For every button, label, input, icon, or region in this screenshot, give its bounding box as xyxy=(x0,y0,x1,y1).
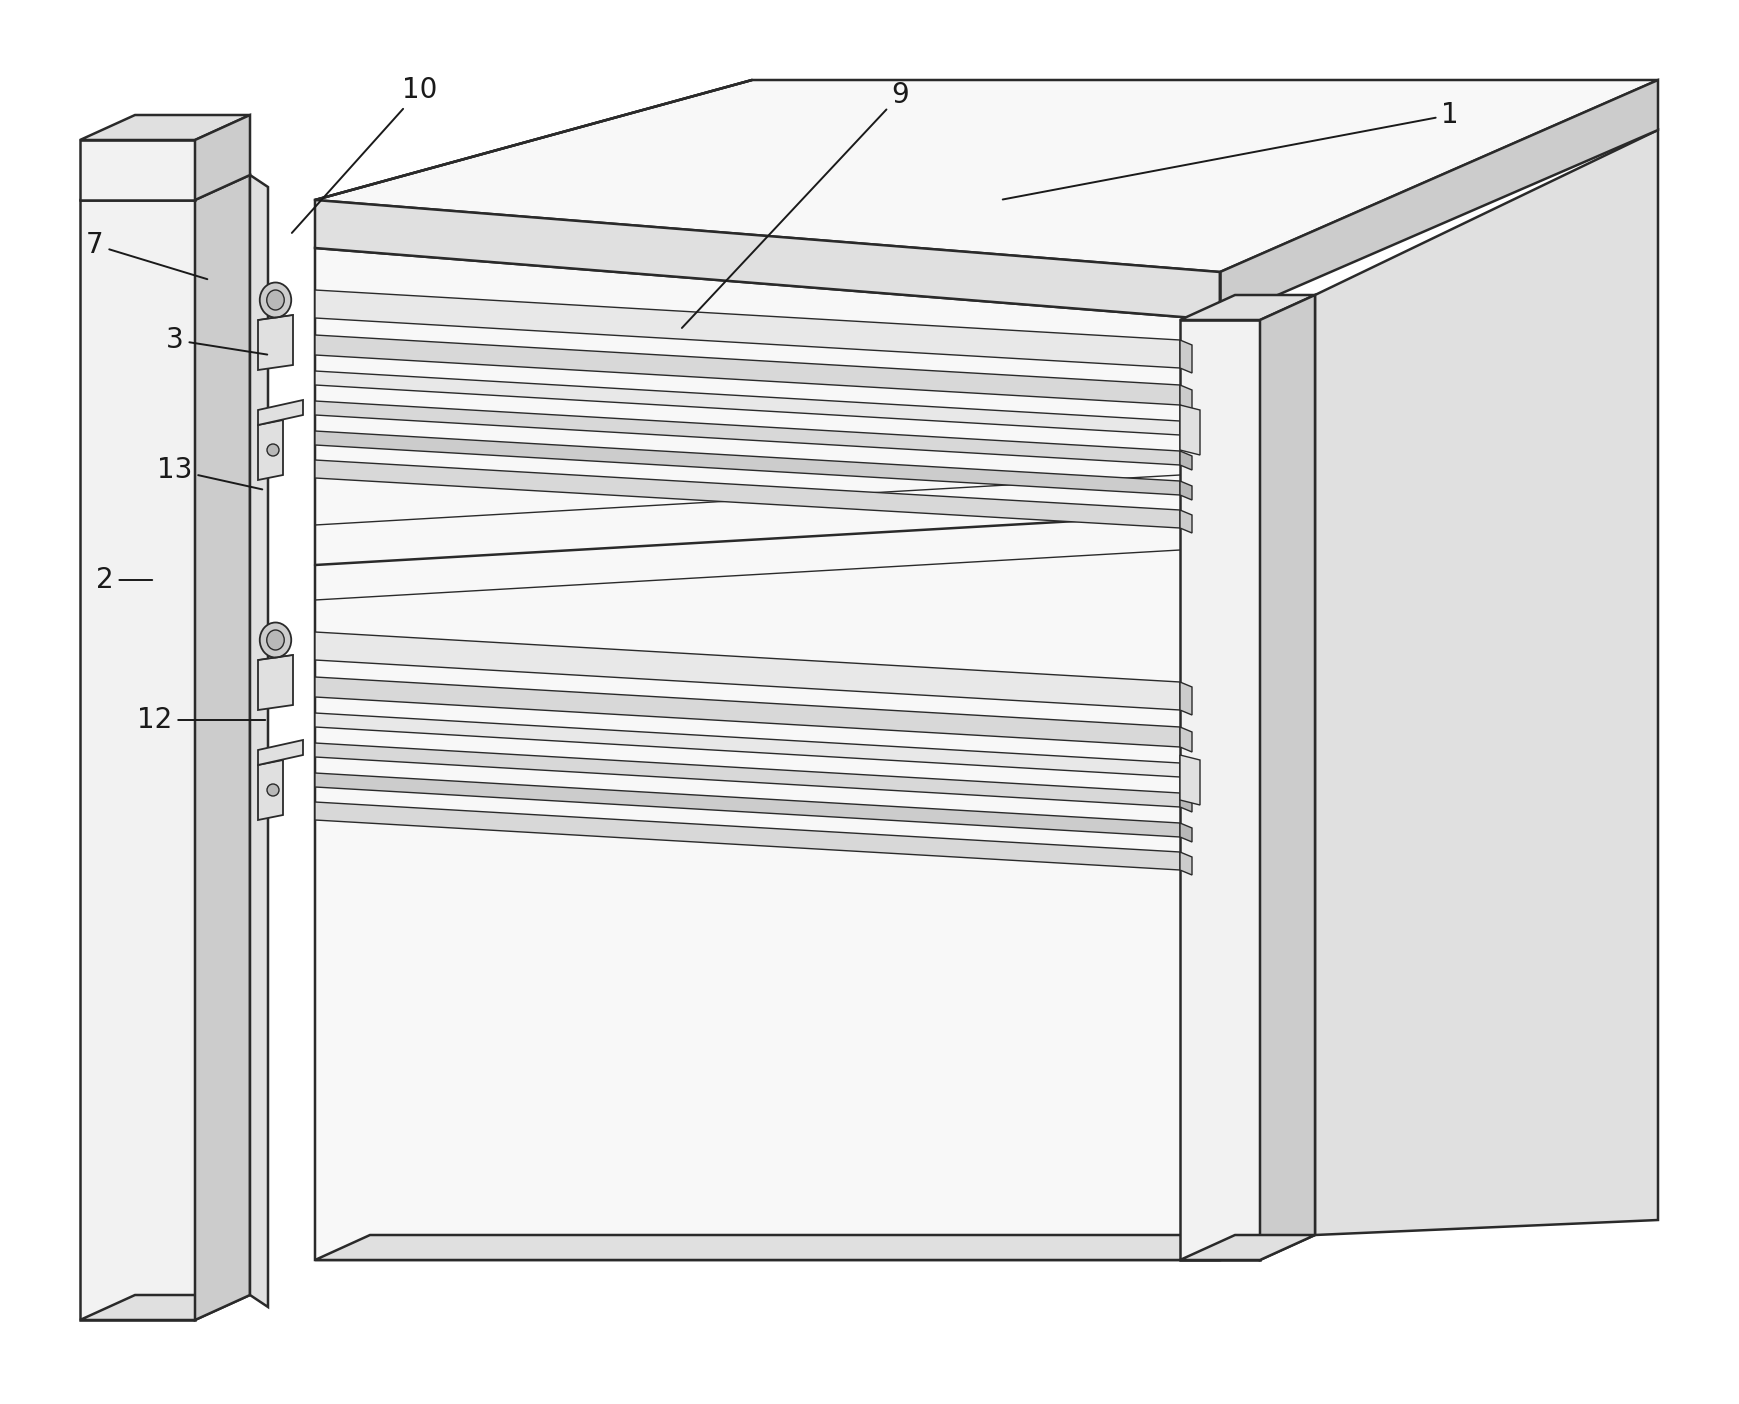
Text: 2: 2 xyxy=(96,566,153,594)
Text: 9: 9 xyxy=(682,81,909,329)
Polygon shape xyxy=(1181,1236,1315,1259)
Ellipse shape xyxy=(266,630,283,650)
Polygon shape xyxy=(257,740,303,765)
Polygon shape xyxy=(315,743,1181,807)
Polygon shape xyxy=(1181,320,1261,1259)
Polygon shape xyxy=(80,176,250,199)
Polygon shape xyxy=(195,115,250,199)
Polygon shape xyxy=(315,80,1657,272)
Polygon shape xyxy=(1181,482,1191,500)
Polygon shape xyxy=(1181,295,1315,320)
Polygon shape xyxy=(195,176,250,1320)
Polygon shape xyxy=(1181,852,1191,875)
Polygon shape xyxy=(80,199,195,1320)
Polygon shape xyxy=(315,402,1181,465)
Polygon shape xyxy=(257,760,283,820)
Polygon shape xyxy=(1221,80,1657,320)
Polygon shape xyxy=(1261,295,1315,1259)
Polygon shape xyxy=(257,314,292,371)
Polygon shape xyxy=(315,1236,1275,1259)
Polygon shape xyxy=(80,140,195,199)
Text: 1: 1 xyxy=(1003,101,1459,199)
Polygon shape xyxy=(1181,451,1191,470)
Text: 10: 10 xyxy=(292,76,438,233)
Text: 3: 3 xyxy=(167,326,268,355)
Polygon shape xyxy=(1181,793,1191,812)
Polygon shape xyxy=(80,115,250,140)
Polygon shape xyxy=(315,291,1181,368)
Polygon shape xyxy=(1181,340,1191,373)
Polygon shape xyxy=(1315,131,1657,1236)
Polygon shape xyxy=(315,713,1181,776)
Polygon shape xyxy=(315,677,1181,747)
Ellipse shape xyxy=(259,282,290,317)
Polygon shape xyxy=(315,249,1221,1259)
Polygon shape xyxy=(80,1294,250,1320)
Circle shape xyxy=(268,444,278,456)
Polygon shape xyxy=(1181,421,1191,439)
Polygon shape xyxy=(315,431,1181,496)
Ellipse shape xyxy=(266,291,283,310)
Polygon shape xyxy=(315,336,1181,404)
Polygon shape xyxy=(1181,762,1191,782)
Text: 7: 7 xyxy=(87,232,207,279)
Polygon shape xyxy=(1181,510,1191,534)
Polygon shape xyxy=(1181,682,1191,715)
Polygon shape xyxy=(315,461,1181,528)
Ellipse shape xyxy=(259,622,290,657)
Polygon shape xyxy=(257,400,303,425)
Polygon shape xyxy=(315,371,1181,435)
Polygon shape xyxy=(257,656,292,710)
Polygon shape xyxy=(1181,404,1200,455)
Polygon shape xyxy=(250,176,268,1307)
Polygon shape xyxy=(315,199,1221,320)
Polygon shape xyxy=(315,632,1181,710)
Polygon shape xyxy=(1181,755,1200,804)
Polygon shape xyxy=(315,802,1181,870)
Polygon shape xyxy=(315,774,1181,837)
Text: 13: 13 xyxy=(157,456,263,490)
Polygon shape xyxy=(257,420,283,480)
Circle shape xyxy=(268,783,278,796)
Polygon shape xyxy=(1181,385,1191,410)
Text: 12: 12 xyxy=(137,706,266,734)
Polygon shape xyxy=(1181,823,1191,842)
Polygon shape xyxy=(1181,727,1191,753)
